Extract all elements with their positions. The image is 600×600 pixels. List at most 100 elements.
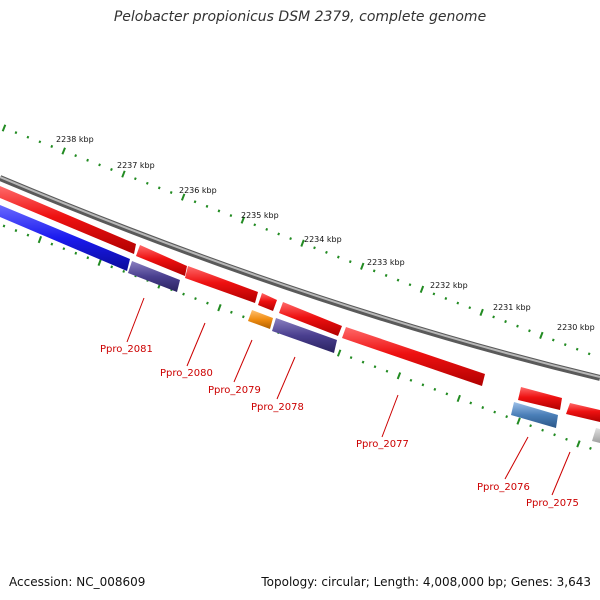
gene-feature[interactable] (185, 266, 258, 303)
minor-tick (14, 229, 18, 233)
gene-feature[interactable] (0, 205, 130, 271)
major-tick (396, 372, 402, 380)
gene-feature[interactable] (128, 261, 180, 292)
minor-tick (74, 154, 78, 158)
minor-tick (169, 191, 173, 194)
minor-tick (38, 140, 42, 144)
minor-tick (504, 320, 507, 324)
minor-tick (384, 273, 388, 277)
minor-tick (575, 347, 579, 351)
minor-tick (468, 306, 472, 310)
gene-label[interactable]: Ppro_2081 (100, 344, 153, 355)
major-tick (121, 170, 126, 178)
gene-label[interactable]: Ppro_2077 (356, 439, 409, 450)
major-tick (240, 216, 246, 224)
gene-feature[interactable] (342, 327, 485, 386)
minor-tick (253, 223, 257, 227)
minor-tick (528, 329, 531, 333)
minor-tick (445, 392, 449, 396)
gene-feature[interactable] (0, 186, 136, 254)
minor-tick (421, 383, 425, 387)
major-tick (456, 394, 461, 403)
minor-tick (277, 232, 281, 236)
major-tick (479, 308, 484, 316)
major-tick (61, 147, 66, 155)
major-tick (97, 258, 102, 266)
gene-label[interactable]: Ppro_2075 (526, 498, 579, 509)
minor-tick (62, 247, 66, 251)
minor-tick (348, 260, 352, 264)
gene-feature[interactable] (248, 310, 273, 329)
minor-tick (14, 131, 18, 135)
minor-tick (553, 433, 556, 437)
minor-tick (133, 177, 137, 181)
major-tick (336, 349, 342, 357)
minor-tick (432, 292, 436, 296)
minor-tick (193, 200, 197, 204)
minor-tick (563, 343, 567, 347)
major-tick (180, 193, 186, 201)
scale-label: 2235 kbp (241, 211, 279, 220)
outer-scale-track (1, 124, 591, 356)
gene-feature[interactable] (258, 293, 277, 311)
scale-label: 2230 kbp (557, 323, 595, 332)
map-title: Pelobacter propionicus DSM 2379, complet… (113, 9, 487, 25)
gene-feature[interactable] (592, 428, 600, 443)
minor-tick (587, 352, 591, 356)
gene-label[interactable]: Ppro_2076 (477, 482, 530, 493)
minor-tick (529, 424, 532, 428)
minor-tick (349, 356, 353, 360)
gene-label[interactable]: Ppro_2079 (208, 385, 261, 396)
genome-backbone (0, 175, 600, 381)
minor-tick (217, 209, 221, 213)
minor-tick (74, 251, 78, 255)
major-tick (300, 239, 305, 247)
minor-tick (86, 158, 89, 162)
minor-tick (336, 255, 340, 259)
minor-tick (551, 338, 555, 342)
minor-tick (325, 250, 328, 254)
scale-label: 2234 kbp (304, 235, 342, 244)
gene-feature[interactable] (272, 318, 337, 353)
scale-label: 2236 kbp (179, 186, 217, 195)
minor-tick (26, 233, 30, 237)
gene-feature[interactable] (511, 402, 558, 428)
minor-tick (86, 256, 90, 260)
gene-feature[interactable] (279, 302, 342, 336)
minor-tick (396, 278, 400, 282)
minor-tick (157, 186, 161, 190)
minor-tick (492, 315, 495, 319)
major-tick (539, 331, 544, 339)
minor-tick (230, 310, 233, 314)
gene-feature[interactable] (566, 403, 600, 422)
minor-tick (50, 242, 54, 246)
gene-label[interactable]: Ppro_2080 (160, 368, 213, 379)
minor-tick (110, 168, 113, 171)
gene-feature[interactable] (518, 387, 562, 410)
minor-tick (469, 401, 473, 405)
minor-tick (182, 292, 185, 296)
minor-tick (408, 283, 412, 287)
minor-tick (205, 204, 209, 208)
minor-tick (229, 214, 233, 218)
minor-tick (206, 301, 209, 305)
major-tick (1, 124, 7, 132)
minor-tick (145, 181, 149, 185)
gene-feature[interactable] (136, 245, 187, 276)
major-tick (217, 304, 222, 312)
minor-tick (50, 144, 54, 148)
gene-label[interactable]: Ppro_2078 (251, 402, 304, 413)
minor-tick (516, 324, 519, 328)
genome-backbone-highlight (0, 176, 600, 378)
major-tick (37, 235, 43, 244)
scale-label: 2238 kbp (56, 135, 94, 144)
minor-tick (110, 265, 114, 269)
minor-tick (541, 428, 544, 432)
scale-label: 2231 kbp (493, 303, 531, 312)
minor-tick (194, 297, 197, 301)
minor-tick (26, 135, 30, 139)
minor-tick (313, 246, 316, 250)
minor-tick (505, 415, 509, 419)
minor-tick (493, 410, 497, 414)
